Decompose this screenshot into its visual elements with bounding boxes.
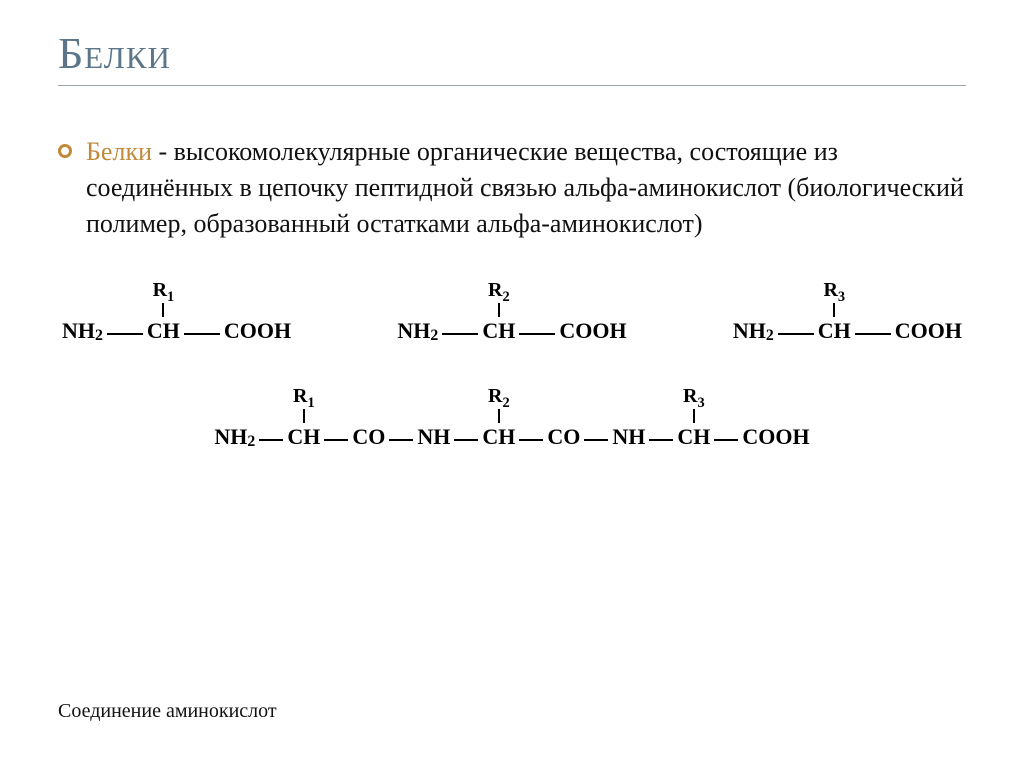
ch-group: R3 CH — [818, 280, 851, 342]
slide-title: Белки — [58, 28, 966, 86]
bullet-item: Белки - высокомолекулярные органические … — [58, 134, 966, 242]
bond-icon — [649, 439, 673, 441]
bond-icon — [303, 409, 305, 423]
amino-acid-1: NH2 R1 CH COOH — [62, 280, 291, 342]
ch-group: R1 CH — [287, 386, 320, 448]
r3-label: R3 — [823, 280, 845, 300]
co-group: CO — [352, 426, 385, 448]
bond-icon — [498, 303, 500, 317]
cooh-group: COOH — [559, 320, 626, 342]
bond-icon — [714, 439, 738, 441]
bond-icon — [184, 333, 220, 335]
bond-icon — [498, 409, 500, 423]
peptide-chain: NH2 R1 CH CO NH R2 CH CO — [214, 386, 809, 448]
chemical-structures: NH2 R1 CH COOH NH2 R2 — [58, 280, 966, 448]
bond-icon — [833, 303, 835, 317]
bond-icon — [519, 439, 543, 441]
bond-icon — [693, 409, 695, 423]
figure-caption: Соединение аминокислот — [58, 700, 277, 723]
nh-group: NH — [417, 426, 450, 448]
peptide-chain-row: NH2 R1 CH CO NH R2 CH CO — [62, 386, 962, 448]
cooh-group: COOH — [742, 426, 809, 448]
bullet-rest: - высокомолекулярные органические вещест… — [86, 137, 964, 238]
bullet-text: Белки - высокомолекулярные органические … — [86, 134, 966, 242]
r2-label: R2 — [488, 386, 510, 406]
co-group: CO — [547, 426, 580, 448]
r2-label: R2 — [488, 280, 510, 300]
nh2-group: NH2 — [62, 320, 103, 342]
amino-acids-row: NH2 R1 CH COOH NH2 R2 — [62, 280, 962, 342]
ch-group: R2 CH — [482, 280, 515, 342]
bond-icon — [389, 439, 413, 441]
amino-acid-3: NH2 R3 CH COOH — [733, 280, 962, 342]
bond-icon — [454, 439, 478, 441]
bond-icon — [442, 333, 478, 335]
nh-group: NH — [612, 426, 645, 448]
cooh-group: COOH — [895, 320, 962, 342]
ch-group: R2 CH — [482, 386, 515, 448]
nh2-group: NH2 — [733, 320, 774, 342]
bullet-lead: Белки — [86, 137, 152, 166]
nh2-group: NH2 — [397, 320, 438, 342]
ch-group: R1 CH — [147, 280, 180, 342]
bullet-icon — [58, 144, 72, 158]
bond-icon — [584, 439, 608, 441]
r3-label: R3 — [683, 386, 705, 406]
r1-label: R1 — [293, 386, 315, 406]
bond-icon — [519, 333, 555, 335]
bond-icon — [324, 439, 348, 441]
ch-group: R3 CH — [677, 386, 710, 448]
bond-icon — [162, 303, 164, 317]
amino-acid-2: NH2 R2 CH COOH — [397, 280, 626, 342]
body-text: Белки - высокомолекулярные органические … — [58, 134, 966, 242]
bond-icon — [259, 439, 283, 441]
nh2-group: NH2 — [214, 426, 255, 448]
slide: Белки Белки - высокомолекулярные органич… — [0, 0, 1024, 767]
bond-icon — [107, 333, 143, 335]
bond-icon — [778, 333, 814, 335]
r1-label: R1 — [153, 280, 175, 300]
cooh-group: COOH — [224, 320, 291, 342]
bond-icon — [855, 333, 891, 335]
